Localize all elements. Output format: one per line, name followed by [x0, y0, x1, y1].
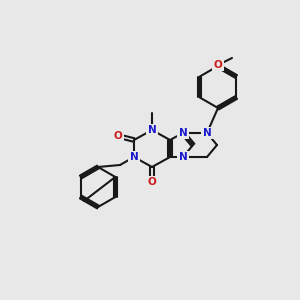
Text: N: N: [178, 128, 188, 138]
Text: O: O: [214, 60, 222, 70]
Text: N: N: [148, 125, 156, 135]
Text: O: O: [114, 131, 122, 141]
Text: N: N: [178, 152, 188, 162]
Text: N: N: [202, 128, 211, 138]
Text: O: O: [148, 177, 156, 187]
Text: N: N: [130, 152, 138, 162]
